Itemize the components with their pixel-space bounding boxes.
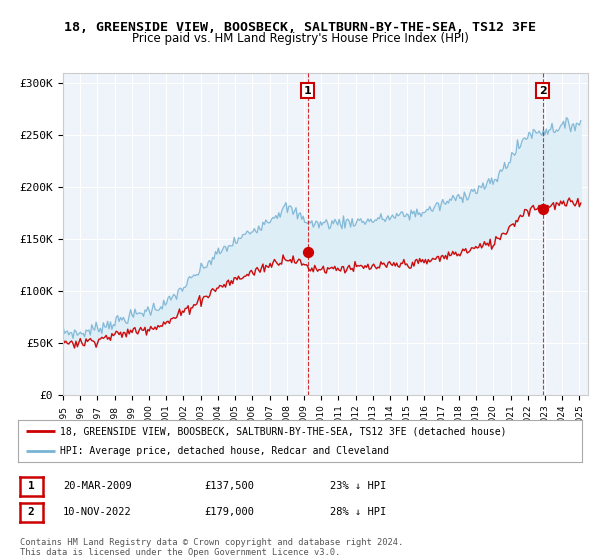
Point — [538, 204, 547, 213]
Text: 18, GREENSIDE VIEW, BOOSBECK, SALTBURN-BY-THE-SEA, TS12 3FE (detached house): 18, GREENSIDE VIEW, BOOSBECK, SALTBURN-B… — [60, 426, 507, 436]
Text: 28% ↓ HPI: 28% ↓ HPI — [330, 507, 386, 517]
Text: 10-NOV-2022: 10-NOV-2022 — [63, 507, 132, 517]
Text: 2: 2 — [28, 507, 35, 517]
Text: £137,500: £137,500 — [204, 481, 254, 491]
Text: 1: 1 — [28, 481, 35, 491]
Text: 18, GREENSIDE VIEW, BOOSBECK, SALTBURN-BY-THE-SEA, TS12 3FE: 18, GREENSIDE VIEW, BOOSBECK, SALTBURN-B… — [64, 21, 536, 34]
Text: £179,000: £179,000 — [204, 507, 254, 517]
Text: 2: 2 — [539, 86, 547, 96]
Text: 1: 1 — [304, 86, 311, 96]
Text: Contains HM Land Registry data © Crown copyright and database right 2024.
This d: Contains HM Land Registry data © Crown c… — [20, 538, 403, 557]
Text: 23% ↓ HPI: 23% ↓ HPI — [330, 481, 386, 491]
Text: Price paid vs. HM Land Registry's House Price Index (HPI): Price paid vs. HM Land Registry's House … — [131, 32, 469, 45]
Text: HPI: Average price, detached house, Redcar and Cleveland: HPI: Average price, detached house, Redc… — [60, 446, 389, 456]
Point — [303, 248, 313, 256]
Text: 20-MAR-2009: 20-MAR-2009 — [63, 481, 132, 491]
